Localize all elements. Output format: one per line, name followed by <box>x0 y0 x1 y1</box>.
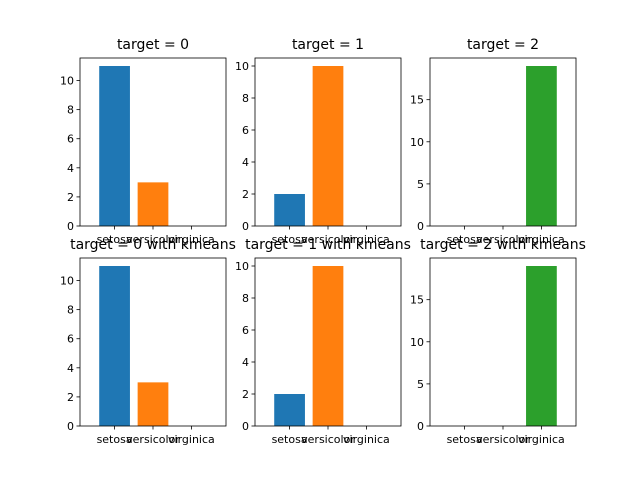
x-tick-label-versicolor: versicolor <box>476 233 530 246</box>
x-tick-label-versicolor: versicolor <box>301 433 355 446</box>
y-tick-label: 4 <box>67 162 74 175</box>
y-tick-label: 2 <box>67 391 74 404</box>
x-tick-label-setosa: setosa <box>447 233 483 246</box>
bar-versicolor <box>312 66 344 226</box>
y-tick-label: 2 <box>67 191 74 204</box>
y-tick-label: 10 <box>60 75 74 88</box>
subplot-title: target = 1 <box>292 37 364 53</box>
subplot-title: target = 0 <box>117 37 189 53</box>
x-tick-label-versicolor: versicolor <box>301 233 355 246</box>
y-tick-label: 2 <box>242 388 249 401</box>
x-tick-label-virginica: virginica <box>168 433 215 446</box>
x-tick-label-virginica: virginica <box>168 233 215 246</box>
x-tick-label-versicolor: versicolor <box>126 233 180 246</box>
y-tick-label: 6 <box>67 133 74 146</box>
x-tick-label-virginica: virginica <box>343 433 390 446</box>
x-tick-label-setosa: setosa <box>272 233 308 246</box>
y-tick-label: 6 <box>242 324 249 337</box>
x-tick-label-setosa: setosa <box>447 433 483 446</box>
y-tick-label: 0 <box>417 220 424 233</box>
y-tick-label: 5 <box>417 178 424 191</box>
y-tick-label: 15 <box>410 94 424 107</box>
bar-virginica <box>526 66 557 226</box>
y-tick-label: 4 <box>67 362 74 375</box>
x-tick-label-virginica: virginica <box>343 233 390 246</box>
y-tick-label: 8 <box>242 292 249 305</box>
y-tick-label: 0 <box>417 420 424 433</box>
bar-versicolor <box>312 266 344 426</box>
y-tick-label: 4 <box>242 156 249 169</box>
bar-setosa <box>99 266 130 426</box>
y-tick-label: 0 <box>67 220 74 233</box>
bar-virginica <box>526 266 557 426</box>
bar-setosa <box>274 394 305 426</box>
y-tick-label: 0 <box>67 420 74 433</box>
y-tick-label: 10 <box>410 136 424 149</box>
bar-setosa <box>274 194 305 226</box>
subplot-title: target = 1 with kmeans <box>245 237 411 253</box>
y-tick-label: 15 <box>410 294 424 307</box>
y-tick-label: 10 <box>60 275 74 288</box>
y-tick-label: 0 <box>242 420 249 433</box>
y-tick-label: 10 <box>235 60 249 73</box>
y-tick-label: 6 <box>242 124 249 137</box>
bar-versicolor <box>137 382 169 426</box>
subplot-title: target = 0 with kmeans <box>70 237 236 253</box>
y-tick-label: 8 <box>67 304 74 317</box>
x-tick-label-setosa: setosa <box>97 233 133 246</box>
x-tick-label-setosa: setosa <box>272 433 308 446</box>
y-tick-label: 10 <box>235 260 249 273</box>
y-tick-label: 10 <box>410 336 424 349</box>
y-tick-label: 8 <box>67 104 74 117</box>
x-tick-label-virginica: virginica <box>518 433 565 446</box>
subplot-title: target = 2 with kmeans <box>420 237 586 253</box>
y-tick-label: 0 <box>242 220 249 233</box>
x-tick-label-setosa: setosa <box>97 433 133 446</box>
x-tick-label-versicolor: versicolor <box>126 433 180 446</box>
bar-setosa <box>99 66 130 226</box>
y-tick-label: 8 <box>242 92 249 105</box>
y-tick-label: 4 <box>242 356 249 369</box>
bar-versicolor <box>137 182 169 226</box>
y-tick-label: 6 <box>67 333 74 346</box>
subplot-title: target = 2 <box>467 37 539 53</box>
y-tick-label: 2 <box>242 188 249 201</box>
x-tick-label-versicolor: versicolor <box>476 433 530 446</box>
x-tick-label-virginica: virginica <box>518 233 565 246</box>
y-tick-label: 5 <box>417 378 424 391</box>
